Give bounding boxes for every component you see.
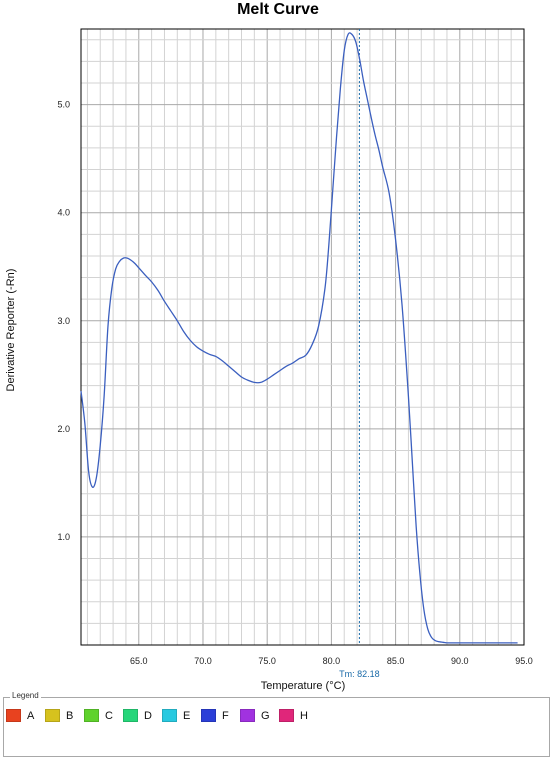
melt-curve-chart: Melt Curve 65.0 70.0 75.0 80.0 85.0 90.0 95.0 1… [5,1,533,692]
legend-title: Legend [10,691,41,700]
axis-ticks: 65.0 70.0 75.0 80.0 85.0 90.0 95.0 1.0 2.0 3.0 4.0… [57,100,532,666]
x-tick-label: 65.0 [130,656,148,666]
x-tick-label: 95.0 [515,656,533,666]
legend-item: A [6,709,45,722]
x-tick-label: 75.0 [258,656,276,666]
y-axis-label: Derivative Reporter (-Rn) [5,269,17,392]
legend-label: B [66,709,74,722]
legend-items: A B C D E F G H [6,709,318,722]
legend-label: F [222,709,229,722]
series-line [80,32,518,644]
x-tick-label: 80.0 [323,656,341,666]
legend-item: G [240,709,279,722]
y-tick-label: 2.0 [57,424,70,434]
chart-title: Melt Curve [237,1,319,18]
legend-item: B [45,709,84,722]
y-tick-label: 4.0 [57,208,70,218]
legend-swatch [45,709,60,722]
tm-marker: Tm: 82.18 [339,29,380,679]
legend-swatch [162,709,177,722]
legend-label: G [261,709,270,722]
legend-label: D [144,709,152,722]
legend-item: F [201,709,240,722]
legend-item: H [279,709,318,722]
legend-swatch [201,709,216,722]
legend-item: E [162,709,201,722]
y-tick-label: 5.0 [57,100,70,110]
legend-swatch [123,709,138,722]
legend-label: E [183,709,191,722]
y-tick-label: 1.0 [57,532,70,542]
legend-label: H [300,709,308,722]
y-tick-label: 3.0 [57,316,70,326]
legend: Legend A B C D E F G H [3,691,550,757]
plot-frame [80,28,525,646]
x-tick-label: 85.0 [387,656,405,666]
legend-swatch [240,709,255,722]
legend-label: A [27,709,35,722]
x-tick-label: 90.0 [451,656,469,666]
tm-label: Tm: 82.18 [339,669,380,679]
plot-grid [81,29,524,645]
legend-item: D [123,709,162,722]
legend-swatch [279,709,294,722]
x-axis-label: Temperature (°C) [261,680,345,692]
legend-swatch [6,709,21,722]
x-tick-label: 70.0 [194,656,212,666]
legend-label: C [105,709,113,722]
legend-swatch [84,709,99,722]
legend-item: C [84,709,123,722]
